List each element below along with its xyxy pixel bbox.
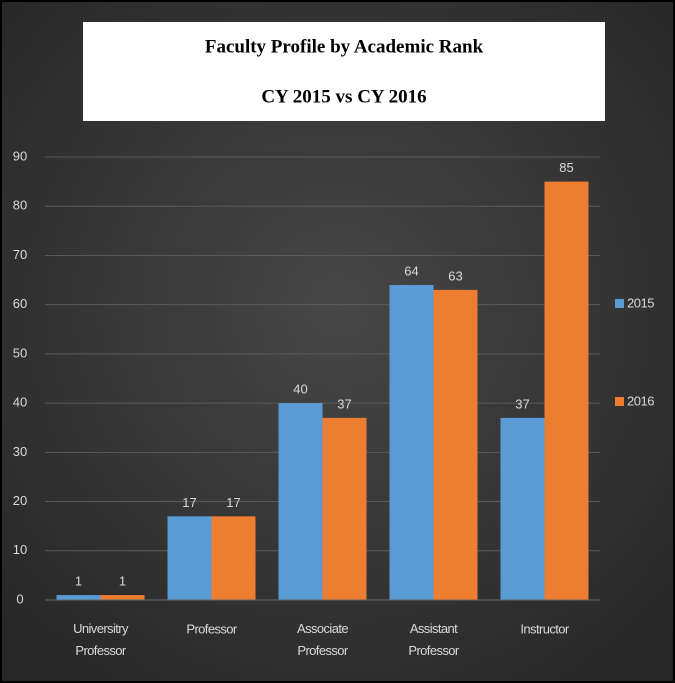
title-box [83, 22, 605, 121]
x-tick-label-line: Professor [297, 643, 349, 658]
data-label: 1 [75, 574, 82, 589]
data-label: 17 [182, 495, 196, 510]
legend-label: 2015 [627, 295, 654, 310]
y-tick-label: 0 [16, 591, 23, 606]
y-tick-label: 30 [13, 444, 27, 459]
data-label: 17 [226, 495, 240, 510]
y-tick-label: 50 [13, 345, 27, 360]
bar [389, 284, 434, 600]
legend-swatch [615, 397, 624, 406]
chart-subtitle: CY 2015 vs CY 2016 [261, 86, 426, 107]
y-tick-label: 80 [13, 198, 27, 213]
y-tick-label: 10 [13, 542, 27, 557]
chart-title: Faculty Profile by Academic Rank [205, 36, 484, 57]
x-tick-label: Assistant Professor [408, 621, 460, 658]
bar [322, 417, 367, 600]
data-label: 85 [559, 160, 573, 175]
bar [167, 516, 212, 600]
x-tick-label-line: Professor [408, 643, 460, 658]
bar [211, 516, 256, 600]
bar [433, 289, 478, 600]
x-tick-label-line: Associate [297, 621, 348, 636]
bar [278, 403, 323, 600]
bar [100, 595, 145, 600]
y-tick-label: 20 [13, 493, 27, 508]
x-tick-label: Professor [186, 621, 238, 636]
y-tick-label: 40 [13, 395, 27, 410]
data-label: 40 [293, 382, 307, 397]
x-tick-label-line: Universitry [73, 621, 129, 636]
data-label: 64 [404, 263, 418, 278]
x-tick-label: Universitry Professor [73, 621, 129, 658]
data-label: 1 [119, 574, 126, 589]
bar [56, 595, 101, 600]
y-tick-label: 70 [13, 247, 27, 262]
x-tick-label: Associate Professor [297, 621, 349, 658]
x-tick-label-line: Professor [75, 643, 127, 658]
data-label: 63 [448, 268, 462, 283]
x-tick-label: Instructor [520, 621, 569, 636]
data-label: 37 [337, 396, 351, 411]
bar [544, 181, 589, 600]
legend-label: 2016 [627, 393, 654, 408]
legend-swatch [615, 299, 624, 308]
data-label: 37 [515, 396, 529, 411]
bar [500, 417, 545, 600]
x-tick-label-line: Assistant [410, 621, 458, 636]
y-tick-label: 60 [13, 296, 27, 311]
y-tick-label: 90 [13, 148, 27, 163]
